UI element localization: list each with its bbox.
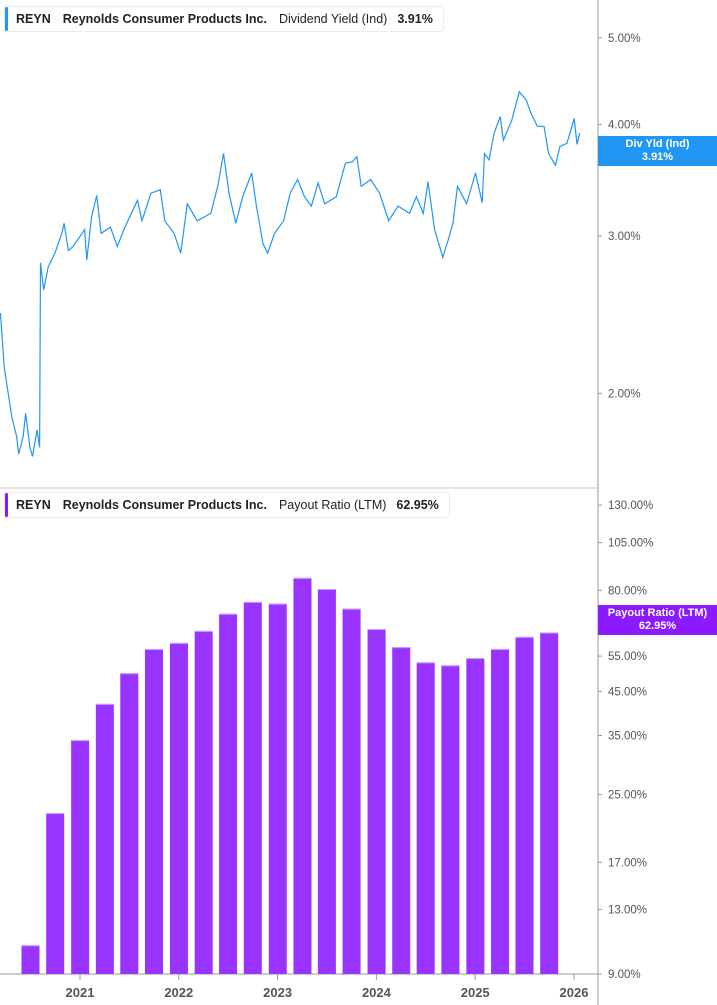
payout-bar-2021-03-31	[95, 703, 114, 974]
y-tick-label: 13.00%	[608, 904, 647, 916]
payout-bar-2020-12-31	[71, 740, 90, 974]
y-tick-label: 5.00%	[608, 33, 641, 45]
legend-payout-ratio: REYN Reynolds Consumer Products Inc. Pay…	[4, 492, 450, 518]
payout-bar-2024-03-31	[392, 647, 411, 974]
x-tick-label: 2026	[560, 985, 589, 1000]
payout-bar-2024-12-31	[466, 658, 485, 974]
x-tick-label: 2024	[362, 985, 392, 1000]
legend-ticker: REYN	[16, 498, 51, 512]
payout-bar-2024-09-30	[441, 665, 460, 974]
legend-color-swatch	[5, 7, 8, 31]
payout-bar-2023-09-30	[342, 608, 361, 974]
payout-bar-2023-06-30	[317, 589, 336, 974]
payout-bar-2024-06-30	[416, 662, 435, 974]
payout-bar-2022-09-30	[243, 601, 262, 974]
payout-bar-2023-03-31	[293, 577, 312, 974]
y-tick-label: 105.00%	[608, 538, 653, 550]
payout-bar-2021-12-31	[169, 642, 188, 974]
payout-bar-2020-09-30	[46, 813, 65, 974]
y-tick-label: 3.00%	[608, 231, 641, 243]
y-tick-label: 17.00%	[608, 857, 647, 869]
payout-bar-2022-03-31	[194, 630, 213, 974]
legend-value: 62.95%	[396, 498, 439, 512]
current-label-title: Payout Ratio (LTM)	[607, 607, 708, 619]
payout-bar-2025-06-30	[515, 636, 534, 974]
y-tick-label: 4.00%	[608, 119, 641, 131]
y-tick-label: 35.00%	[608, 731, 647, 743]
payout-bar-2021-09-30	[144, 648, 163, 974]
payout-bar-2023-12-31	[367, 628, 386, 974]
current-label-value: 3.91%	[641, 151, 674, 163]
legend-value: 3.91%	[397, 12, 433, 26]
y-tick-label: 80.00%	[608, 585, 647, 597]
y-tick-label: 25.00%	[608, 790, 647, 802]
x-tick-label: 2025	[461, 985, 490, 1000]
payout-bar-2020-06-30	[21, 945, 40, 974]
y-tick-label: 2.00%	[608, 388, 641, 400]
legend-metric: Payout Ratio (LTM)	[278, 498, 387, 512]
y-tick-label: 130.00%	[608, 500, 653, 512]
payout-bar-2025-03-31	[491, 648, 510, 974]
current-label-value: 62.95%	[638, 620, 677, 632]
current-label-title: Div Yld (Ind)	[625, 138, 690, 150]
payout-bar-2022-06-30	[219, 613, 238, 974]
legend-company: Reynolds Consumer Products Inc.	[62, 12, 267, 26]
payout-bar-2025-09-30	[540, 632, 559, 974]
payout-bar-2021-06-30	[120, 673, 139, 974]
x-tick-label: 2021	[66, 985, 95, 1000]
y-tick-label: 9.00%	[608, 969, 641, 981]
x-tick-label: 2022	[164, 985, 193, 1000]
y-tick-label: 55.00%	[608, 651, 647, 663]
legend-color-swatch	[5, 493, 8, 517]
legend-company: Reynolds Consumer Products Inc.	[62, 498, 267, 512]
y-tick-label: 45.00%	[608, 686, 647, 698]
x-tick-label: 2023	[263, 985, 292, 1000]
current-value-label-payout-ratio: Payout Ratio (LTM) 62.95%	[598, 605, 717, 635]
payout-bar-2022-12-31	[268, 603, 287, 974]
legend-dividend-yield: REYN Reynolds Consumer Products Inc. Div…	[4, 6, 444, 32]
dividend-yield-line	[0, 90, 581, 457]
current-value-label-dividend-yield: Div Yld (Ind) 3.91%	[598, 136, 717, 166]
legend-metric: Dividend Yield (Ind)	[278, 12, 388, 26]
legend-ticker: REYN	[16, 12, 51, 26]
